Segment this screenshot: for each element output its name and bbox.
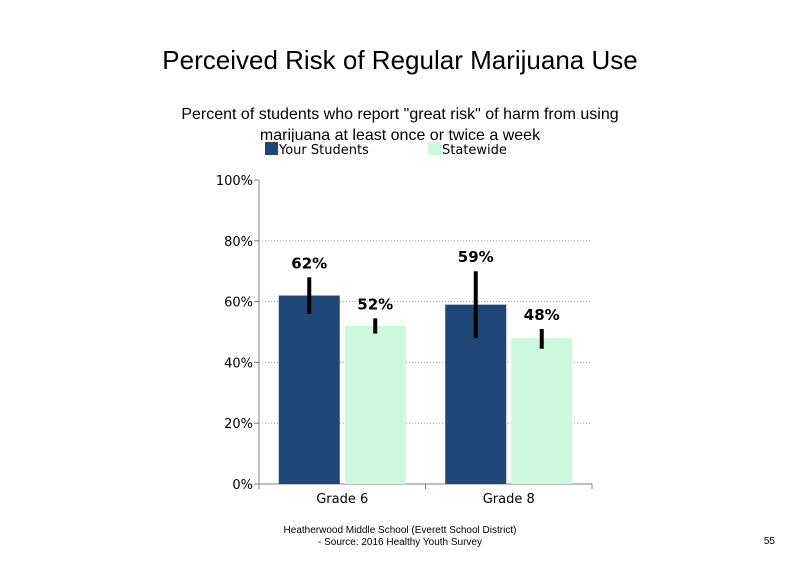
x-tick-label: Grade 8 <box>483 492 535 507</box>
y-tick-label: 0% <box>232 478 253 493</box>
footer-line-school: Heatherwood Middle School (Everett Schoo… <box>283 525 517 536</box>
legend-swatch <box>265 142 278 155</box>
data-label: 52% <box>357 295 393 313</box>
data-label: 59% <box>458 248 494 266</box>
chart-subtitle: Percent of students who report "great ri… <box>181 106 619 142</box>
footer-source: Heatherwood Middle School (Everett Schoo… <box>200 525 600 549</box>
data-label: 62% <box>291 254 327 272</box>
footer-line-source: - Source: 2016 Healthy Youth Survey <box>318 537 482 548</box>
y-tick-label: 100% <box>216 174 253 189</box>
legend-label: Statewide <box>442 143 507 158</box>
y-tick-label: 40% <box>224 356 253 371</box>
y-tick-label: 20% <box>224 417 253 432</box>
bar <box>344 325 406 484</box>
page-number: 55 <box>763 536 775 547</box>
bar <box>278 295 340 484</box>
legend-label: Your Students <box>278 143 369 158</box>
data-label: 48% <box>524 306 560 324</box>
y-tick-label: 60% <box>224 296 253 311</box>
bar <box>511 338 573 484</box>
chart-title: Perceived Risk of Regular Marijuana Use <box>162 45 638 75</box>
x-tick-label: Grade 6 <box>316 492 368 507</box>
y-tick-label: 80% <box>224 235 253 250</box>
legend-swatch <box>428 142 441 155</box>
